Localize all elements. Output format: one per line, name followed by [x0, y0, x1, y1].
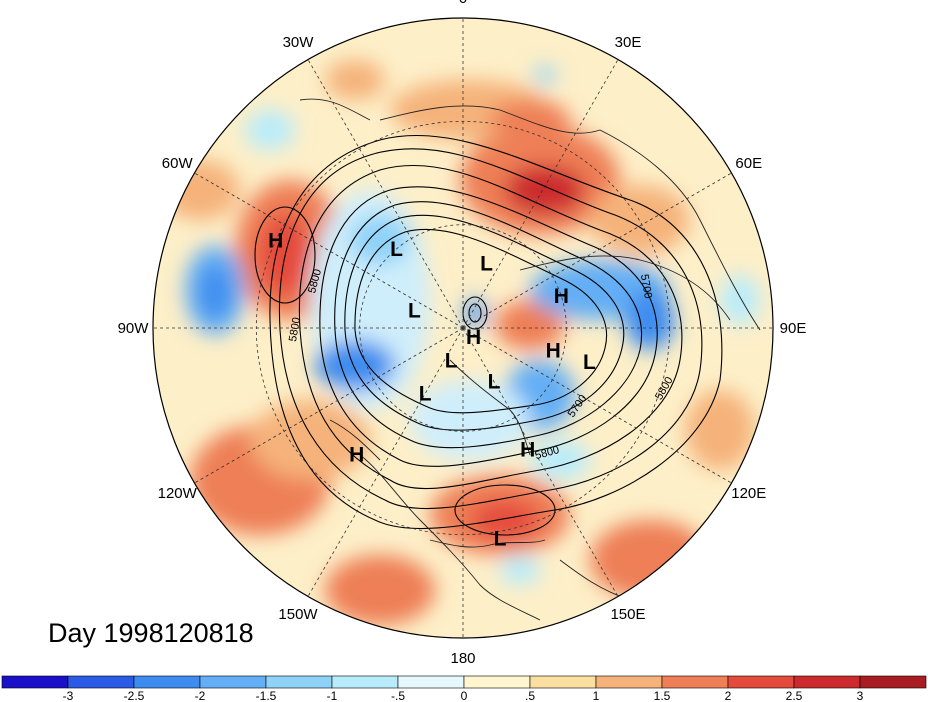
colorbar: -3 -2.5 -2 -1.5 -1 -.5 0 .5 1 1.5 2 2.5 3 — [1, 675, 927, 702]
lon-label: 150W — [278, 606, 318, 623]
colorbar-tick-label: -1.5 — [256, 689, 277, 702]
colorbar-swatch — [133, 675, 201, 689]
colorbar-tick-label: 1.5 — [654, 689, 671, 702]
low-pressure-label: L — [488, 371, 501, 394]
colorbar-swatch — [727, 675, 795, 689]
contour-value-label: 5800 — [287, 316, 303, 342]
low-pressure-label: L — [445, 349, 458, 372]
meridian-line — [307, 327, 464, 597]
high-pressure-label: H — [349, 444, 364, 467]
low-pressure-label: L — [494, 527, 507, 550]
colorbar-tick-label: -1 — [327, 689, 338, 702]
anomaly-field — [153, 18, 773, 638]
high-pressure-label: H — [268, 230, 283, 253]
meridian-line — [194, 172, 464, 329]
graticule — [153, 18, 773, 638]
meridian-line — [462, 327, 619, 597]
high-pressure-label: H — [520, 439, 535, 462]
contour-value-label: 5700 — [638, 273, 654, 299]
lon-label: 60W — [162, 155, 194, 172]
low-pressure-label: L — [419, 383, 432, 406]
colorbar-tick-label: -.5 — [391, 689, 405, 702]
lon-label: 180 — [450, 650, 475, 667]
colorbar-tick-label: -2 — [195, 689, 206, 702]
colorbar-swatch — [661, 675, 729, 689]
lon-label: 150E — [610, 606, 645, 623]
colorbar-tick-label: 1 — [593, 689, 600, 702]
high-pressure-label: H — [554, 285, 569, 308]
colorbar-swatch — [859, 675, 927, 689]
longitude-labels: 90E 60E 30E 0 30W 60W 90W 120W 150W 180 150E 120E — [118, 0, 807, 667]
colorbar-tick-label: 2.5 — [786, 689, 803, 702]
meridian-line — [194, 327, 464, 484]
lon-label: 120E — [731, 485, 766, 502]
colorbar-tick-label: .5 — [525, 689, 535, 702]
colorbar-swatch — [67, 675, 135, 689]
colorbar-swatch — [1, 675, 69, 689]
colorbar-swatch — [397, 675, 465, 689]
low-pressure-label: L — [583, 351, 596, 374]
meridian-line — [307, 59, 464, 329]
meridian-line — [462, 327, 732, 484]
lon-label: 90W — [118, 320, 150, 337]
lon-label: 30E — [615, 34, 642, 51]
colorbar-swatch — [463, 675, 531, 689]
colorbar-swatch — [199, 675, 267, 689]
lon-label: 120W — [158, 485, 198, 502]
colorbar-tick-label: -2.5 — [124, 689, 145, 702]
high-pressure-label: H — [466, 326, 481, 349]
colorbar-tick-label: -3 — [63, 689, 74, 702]
colorbar-tick-label: 2 — [725, 689, 732, 702]
colorbar-swatch — [793, 675, 861, 689]
colorbar-swatch — [595, 675, 663, 689]
lon-label: 60E — [735, 155, 762, 172]
meridian-line — [462, 172, 732, 329]
map-border — [152, 17, 774, 639]
colorbar-tick-label: 3 — [857, 689, 864, 702]
high-pressure-label: H — [546, 339, 561, 362]
lon-label: 30W — [283, 34, 315, 51]
date-label: Day 1998120818 — [48, 618, 254, 648]
coastlines — [299, 98, 761, 621]
colorbar-swatch — [529, 675, 597, 689]
lon-label: 0 — [459, 0, 467, 7]
colorbar-swatch — [265, 675, 333, 689]
colorbar-swatch — [331, 675, 399, 689]
colorbar-tick-label: 0 — [461, 689, 468, 702]
height-contours — [254, 134, 723, 536]
low-pressure-label: L — [480, 252, 493, 275]
lon-label: 90E — [780, 320, 807, 337]
low-pressure-label: L — [390, 238, 403, 261]
low-pressure-label: L — [408, 299, 421, 322]
meridian-line — [462, 59, 619, 329]
